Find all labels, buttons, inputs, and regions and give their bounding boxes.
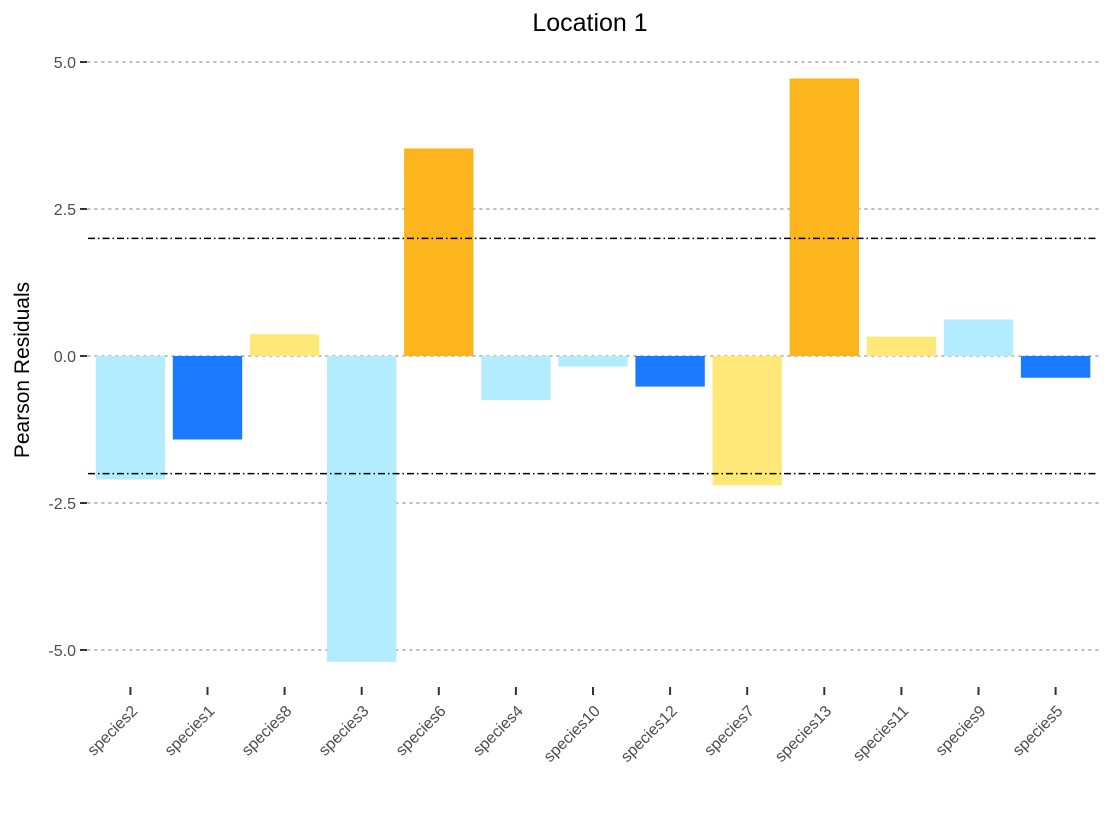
bars xyxy=(95,78,1091,662)
x-tick-label: species2 xyxy=(85,703,142,760)
x-axis-ticks: species2 species1 species8 species3 species6… xyxy=(85,687,1067,766)
reference-lines xyxy=(88,237,1098,475)
bar-species8 xyxy=(249,334,320,356)
x-tick-label: species4 xyxy=(470,703,527,760)
x-tick-label: species12 xyxy=(618,703,681,766)
bar-species12 xyxy=(635,356,705,387)
x-tick-label: species6 xyxy=(393,703,450,760)
bar-species11 xyxy=(866,336,937,356)
bar-species7 xyxy=(712,356,782,486)
y-tick-label: 5.0 xyxy=(54,55,76,72)
y-tick-label: -2.5 xyxy=(48,496,76,513)
bar-species13 xyxy=(789,78,859,357)
x-tick-label: species8 xyxy=(239,703,296,760)
bar-species5 xyxy=(1020,356,1091,378)
x-tick-label: species11 xyxy=(850,703,912,765)
bar-species4 xyxy=(481,356,551,401)
bar-species10 xyxy=(558,356,628,367)
y-axis-ticks: 5.0 2.5 0.0 -2.5 -5.0 xyxy=(48,55,87,660)
x-tick-label: species3 xyxy=(316,703,373,760)
bar-species9 xyxy=(943,319,1014,356)
x-tick-label: species13 xyxy=(772,703,835,766)
bar-species3 xyxy=(327,356,397,662)
bar-species6 xyxy=(404,148,474,356)
x-tick-label: species1 xyxy=(162,703,219,760)
y-tick-label: -5.0 xyxy=(48,643,76,660)
x-tick-label: species5 xyxy=(1010,703,1067,760)
bar-species1 xyxy=(172,356,243,440)
y-tick-label: 2.5 xyxy=(54,202,76,219)
x-tick-label: species7 xyxy=(701,703,758,760)
bar-species2 xyxy=(95,356,166,480)
y-axis-label: Pearson Residuals xyxy=(11,282,34,458)
x-tick-label: species9 xyxy=(933,703,990,760)
chart-title: Location 1 xyxy=(532,9,647,37)
x-tick-label: species10 xyxy=(541,703,604,766)
y-tick-label: 0.0 xyxy=(54,349,76,366)
